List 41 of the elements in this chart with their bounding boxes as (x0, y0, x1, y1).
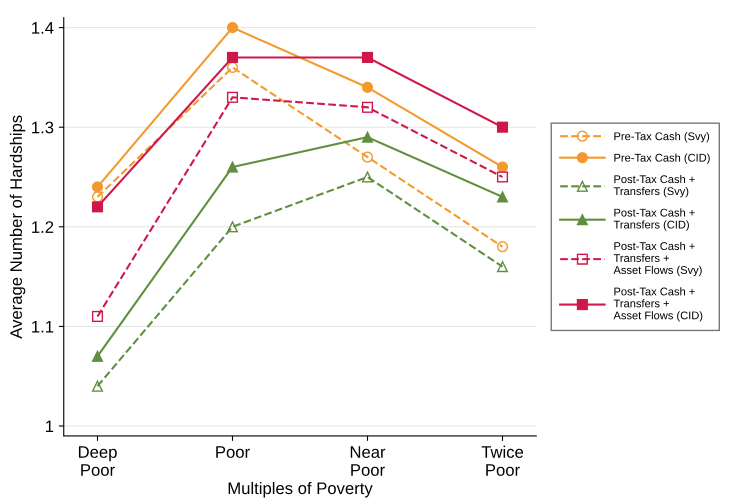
legend-label: Post-Tax Cash + Transfers + Asset Flows (CID) (614, 287, 702, 322)
point (92, 181, 104, 193)
point (362, 82, 374, 93)
legend-label: Post-Tax Cash + Transfers (CID) (614, 208, 695, 231)
x-tick-label: Deep Poor (78, 446, 117, 476)
legend-label: Post-Tax Cash + Transfers (Svy) (614, 174, 695, 198)
x-tick-label: Twice Poor (482, 446, 524, 476)
point (226, 22, 238, 34)
point (496, 161, 508, 173)
legend-label: Post-Tax Cash + Transfers + Asset Flows (Svy) (614, 242, 702, 276)
y-axis-title: Average Number of Hardships (10, 115, 26, 339)
y-tick-label: 1.1 (32, 320, 54, 332)
y-tick-label: 1.3 (32, 122, 54, 134)
y-tick-label: 1.4 (32, 22, 54, 34)
point (362, 171, 374, 183)
point (496, 261, 508, 272)
point (362, 102, 374, 113)
legend-label: Pre-Tax Cash (Svy) (614, 132, 710, 142)
point (362, 132, 374, 143)
x-tick-label: Near Poor (350, 446, 386, 476)
point (226, 161, 238, 173)
point (92, 380, 104, 392)
x-axis-title: Multiples of Poverty (228, 482, 373, 498)
point (92, 310, 104, 322)
y-tick-label: 1.2 (32, 221, 54, 233)
point (226, 62, 238, 73)
legend-label: Pre-Tax Cash (CID) (614, 154, 710, 164)
point (496, 191, 508, 202)
point (226, 92, 238, 103)
point (496, 122, 508, 133)
point (362, 52, 374, 64)
point (92, 350, 104, 362)
point (92, 201, 104, 212)
point (226, 52, 238, 64)
point (92, 191, 104, 202)
point (496, 171, 508, 183)
x-tick-label: Poor (216, 446, 250, 458)
point (362, 152, 374, 163)
point (496, 241, 508, 252)
point (226, 221, 238, 232)
y-tick-label: 1 (46, 420, 54, 432)
